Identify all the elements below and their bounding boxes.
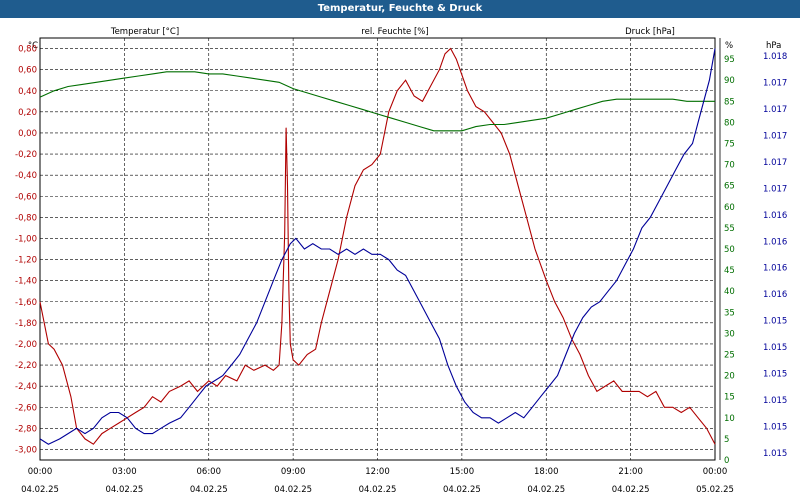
x-date-label: 04.02.25 — [359, 485, 397, 495]
window-title: Temperatur, Feuchte & Druck — [0, 0, 800, 18]
press-tick-label: 1.015 — [763, 449, 787, 459]
temp-tick-label: -0,40 — [15, 171, 37, 181]
x-date-label: 05.02.25 — [696, 485, 734, 495]
legend-hum: rel. Feuchte [%] — [361, 27, 428, 37]
temp-tick-label: -1,00 — [15, 234, 37, 244]
x-time-label: 21:00 — [618, 467, 643, 477]
hum-tick-label: 30 — [724, 329, 735, 339]
press-tick-label: 1.016 — [763, 237, 787, 247]
press-tick-label: 1.016 — [763, 211, 787, 221]
temp-tick-label: -2,80 — [15, 424, 37, 434]
press-tick-label: 1.017 — [763, 131, 787, 141]
legend-temp: Temperatur [°C] — [110, 27, 179, 37]
x-time-label: 00:00 — [703, 467, 728, 477]
temp-tick-label: 0,40 — [18, 87, 37, 97]
temp-tick-label: 0,80 — [18, 45, 37, 55]
temp-tick-label: -2,40 — [15, 382, 37, 392]
hum-tick-label: 55 — [724, 224, 735, 234]
tick-labels: 0,80 0,60 0,40 0,20 0,00 -0,20 -0,40 -0,60 -0,80… — [15, 45, 787, 495]
press-tick-label: 1.017 — [763, 184, 787, 194]
series-hum — [39, 71, 715, 132]
chart-frame: Temperatur [°C] rel. Feuchte [%] Druck [… — [0, 18, 800, 500]
press-tick-label: 1.015 — [763, 423, 787, 433]
hum-tick-label: 10 — [724, 414, 735, 424]
x-date-label: 04.02.25 — [105, 485, 143, 495]
temp-tick-label: -1,80 — [15, 319, 37, 329]
hum-tick-label: 45 — [724, 266, 735, 276]
x-time-label: 18:00 — [534, 467, 559, 477]
x-date-label: 04.02.25 — [612, 485, 650, 495]
hum-tick-label: 90 — [724, 76, 735, 86]
press-tick-label: 1.017 — [763, 105, 787, 115]
hum-tick-label: 25 — [724, 351, 735, 361]
hum-tick-label: 95 — [724, 55, 735, 65]
temp-axis-unit: °C — [28, 41, 38, 51]
press-tick-label: 1.018 — [763, 52, 787, 62]
hum-tick-label: 80 — [724, 118, 735, 128]
press-tick-label: 1.017 — [763, 78, 787, 88]
temp-tick-label: 0,00 — [18, 129, 37, 139]
hum-tick-label: 70 — [724, 161, 735, 171]
press-tick-label: 1.016 — [763, 264, 787, 274]
temp-tick-label: -0,20 — [15, 150, 37, 160]
hum-tick-label: 35 — [724, 308, 735, 318]
temp-tick-label: 0,60 — [18, 66, 37, 76]
press-tick-label: 1.016 — [763, 290, 787, 300]
hum-axis-unit: % — [725, 41, 733, 51]
temp-tick-label: -1,60 — [15, 298, 37, 308]
x-time-label: 09:00 — [281, 467, 306, 477]
temp-tick-label: -1,40 — [15, 277, 37, 287]
press-tick-label: 1.017 — [763, 158, 787, 168]
hum-tick-label: 65 — [724, 182, 735, 192]
press-axis-unit: hPa — [766, 41, 781, 51]
hum-tick-label: 40 — [724, 287, 735, 297]
hum-tick-label: 60 — [724, 203, 735, 213]
hum-tick-label: 50 — [724, 245, 735, 255]
temp-tick-label: -2,00 — [15, 340, 37, 350]
temp-tick-label: -2,20 — [15, 361, 37, 371]
hum-tick-label: 75 — [724, 140, 735, 150]
x-date-label: 04.02.25 — [527, 485, 565, 495]
press-tick-label: 1.015 — [763, 370, 787, 380]
press-tick-label: 1.015 — [763, 396, 787, 406]
press-tick-label: 1.015 — [763, 317, 787, 327]
temp-tick-label: -2,60 — [15, 403, 37, 413]
legend-press: Druck [hPa] — [625, 27, 675, 37]
x-time-label: 12:00 — [365, 467, 390, 477]
hum-tick-label: 20 — [724, 372, 735, 382]
x-date-label: 04.02.25 — [190, 485, 228, 495]
temp-tick-label: -1,20 — [15, 256, 37, 266]
x-time-label: 15:00 — [450, 467, 475, 477]
x-time-label: 06:00 — [197, 467, 222, 477]
series-lines — [39, 47, 716, 445]
series-temp — [39, 47, 716, 445]
grid — [39, 37, 721, 461]
hum-tick-label: 85 — [724, 97, 735, 107]
temp-tick-label: -3,00 — [15, 445, 37, 455]
x-time-label: 00:00 — [28, 467, 53, 477]
x-date-label: 04.02.25 — [21, 485, 59, 495]
press-tick-label: 1.015 — [763, 343, 787, 353]
x-date-label: 04.02.25 — [443, 485, 481, 495]
x-time-label: 03:00 — [112, 467, 137, 477]
series-press — [39, 48, 716, 445]
hum-tick-label: 0 — [724, 456, 729, 466]
temp-tick-label: -0,80 — [15, 213, 37, 223]
temp-tick-label: -0,60 — [15, 192, 37, 202]
hum-tick-label: 5 — [724, 435, 729, 445]
x-date-label: 04.02.25 — [274, 485, 312, 495]
climate-chart: Temperatur [°C] rel. Feuchte [%] Druck [… — [15, 27, 787, 495]
temp-tick-label: 0,20 — [18, 108, 37, 118]
hum-tick-label: 15 — [724, 393, 735, 403]
